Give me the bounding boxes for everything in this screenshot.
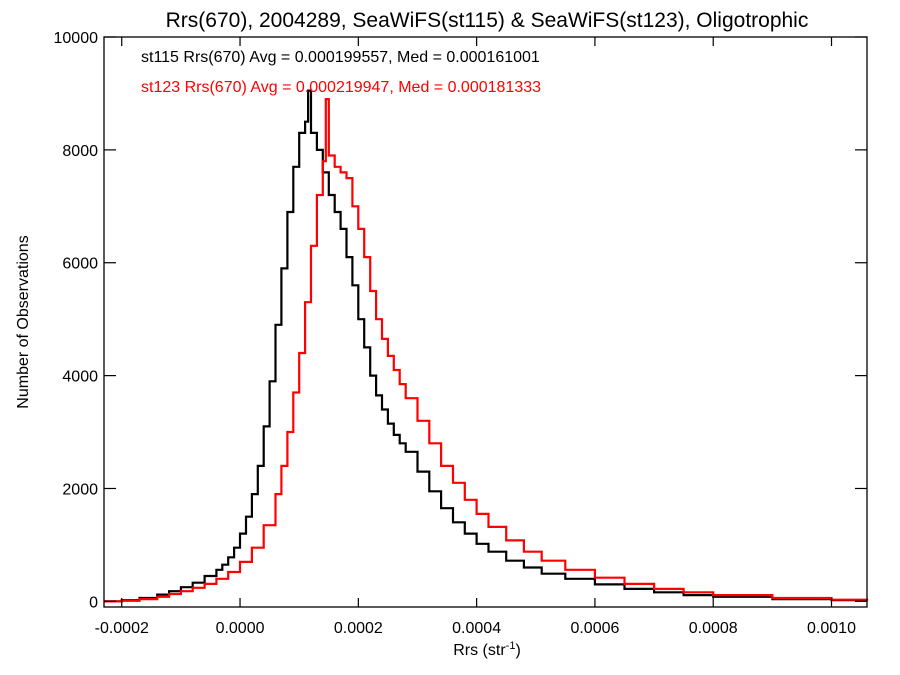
x-axis-label-superscript: -1 — [506, 640, 516, 652]
x-axis-label-close: ) — [515, 642, 520, 659]
x-tick-label: 0.0006 — [570, 620, 619, 637]
plot-frame — [103, 36, 868, 608]
series-layer — [104, 89, 869, 603]
x-axis-label: Rrs (str-1) — [453, 640, 521, 659]
y-tick-label: 6000 — [62, 256, 98, 273]
x-tick-label: 0.0010 — [807, 620, 856, 637]
x-axis: -0.0002 0.0000 0.0002 0.0004 0.0006 0.0008 0.0… — [95, 37, 856, 637]
chart-title: Rrs(670), 2004289, SeaWiFS(st115) & SeaW… — [166, 9, 809, 32]
series-st115-line — [104, 89, 869, 603]
y-axis: 0 2000 4000 6000 8000 10000 — [54, 30, 867, 611]
y-tick-label: 4000 — [62, 369, 98, 386]
x-axis-label-main: Rrs (str — [453, 642, 506, 659]
y-tick-label: 10000 — [54, 30, 99, 47]
y-tick-label: 0 — [89, 594, 98, 611]
annotation-st123: st123 Rrs(670) Avg = 0.000219947, Med = … — [141, 79, 541, 96]
x-tick-label: -0.0002 — [95, 620, 149, 637]
y-axis-label: Number of Observations — [15, 235, 32, 408]
x-tick-label: 0.0002 — [334, 620, 383, 637]
annotation-st115: st115 Rrs(670) Avg = 0.000199557, Med = … — [141, 49, 540, 66]
y-tick-label: 8000 — [62, 143, 98, 160]
x-tick-label: 0.0000 — [216, 620, 265, 637]
x-tick-label: 0.0008 — [689, 620, 738, 637]
series-st123-line — [104, 98, 869, 603]
y-tick-label: 2000 — [62, 481, 98, 498]
x-tick-label: 0.0004 — [452, 620, 501, 637]
